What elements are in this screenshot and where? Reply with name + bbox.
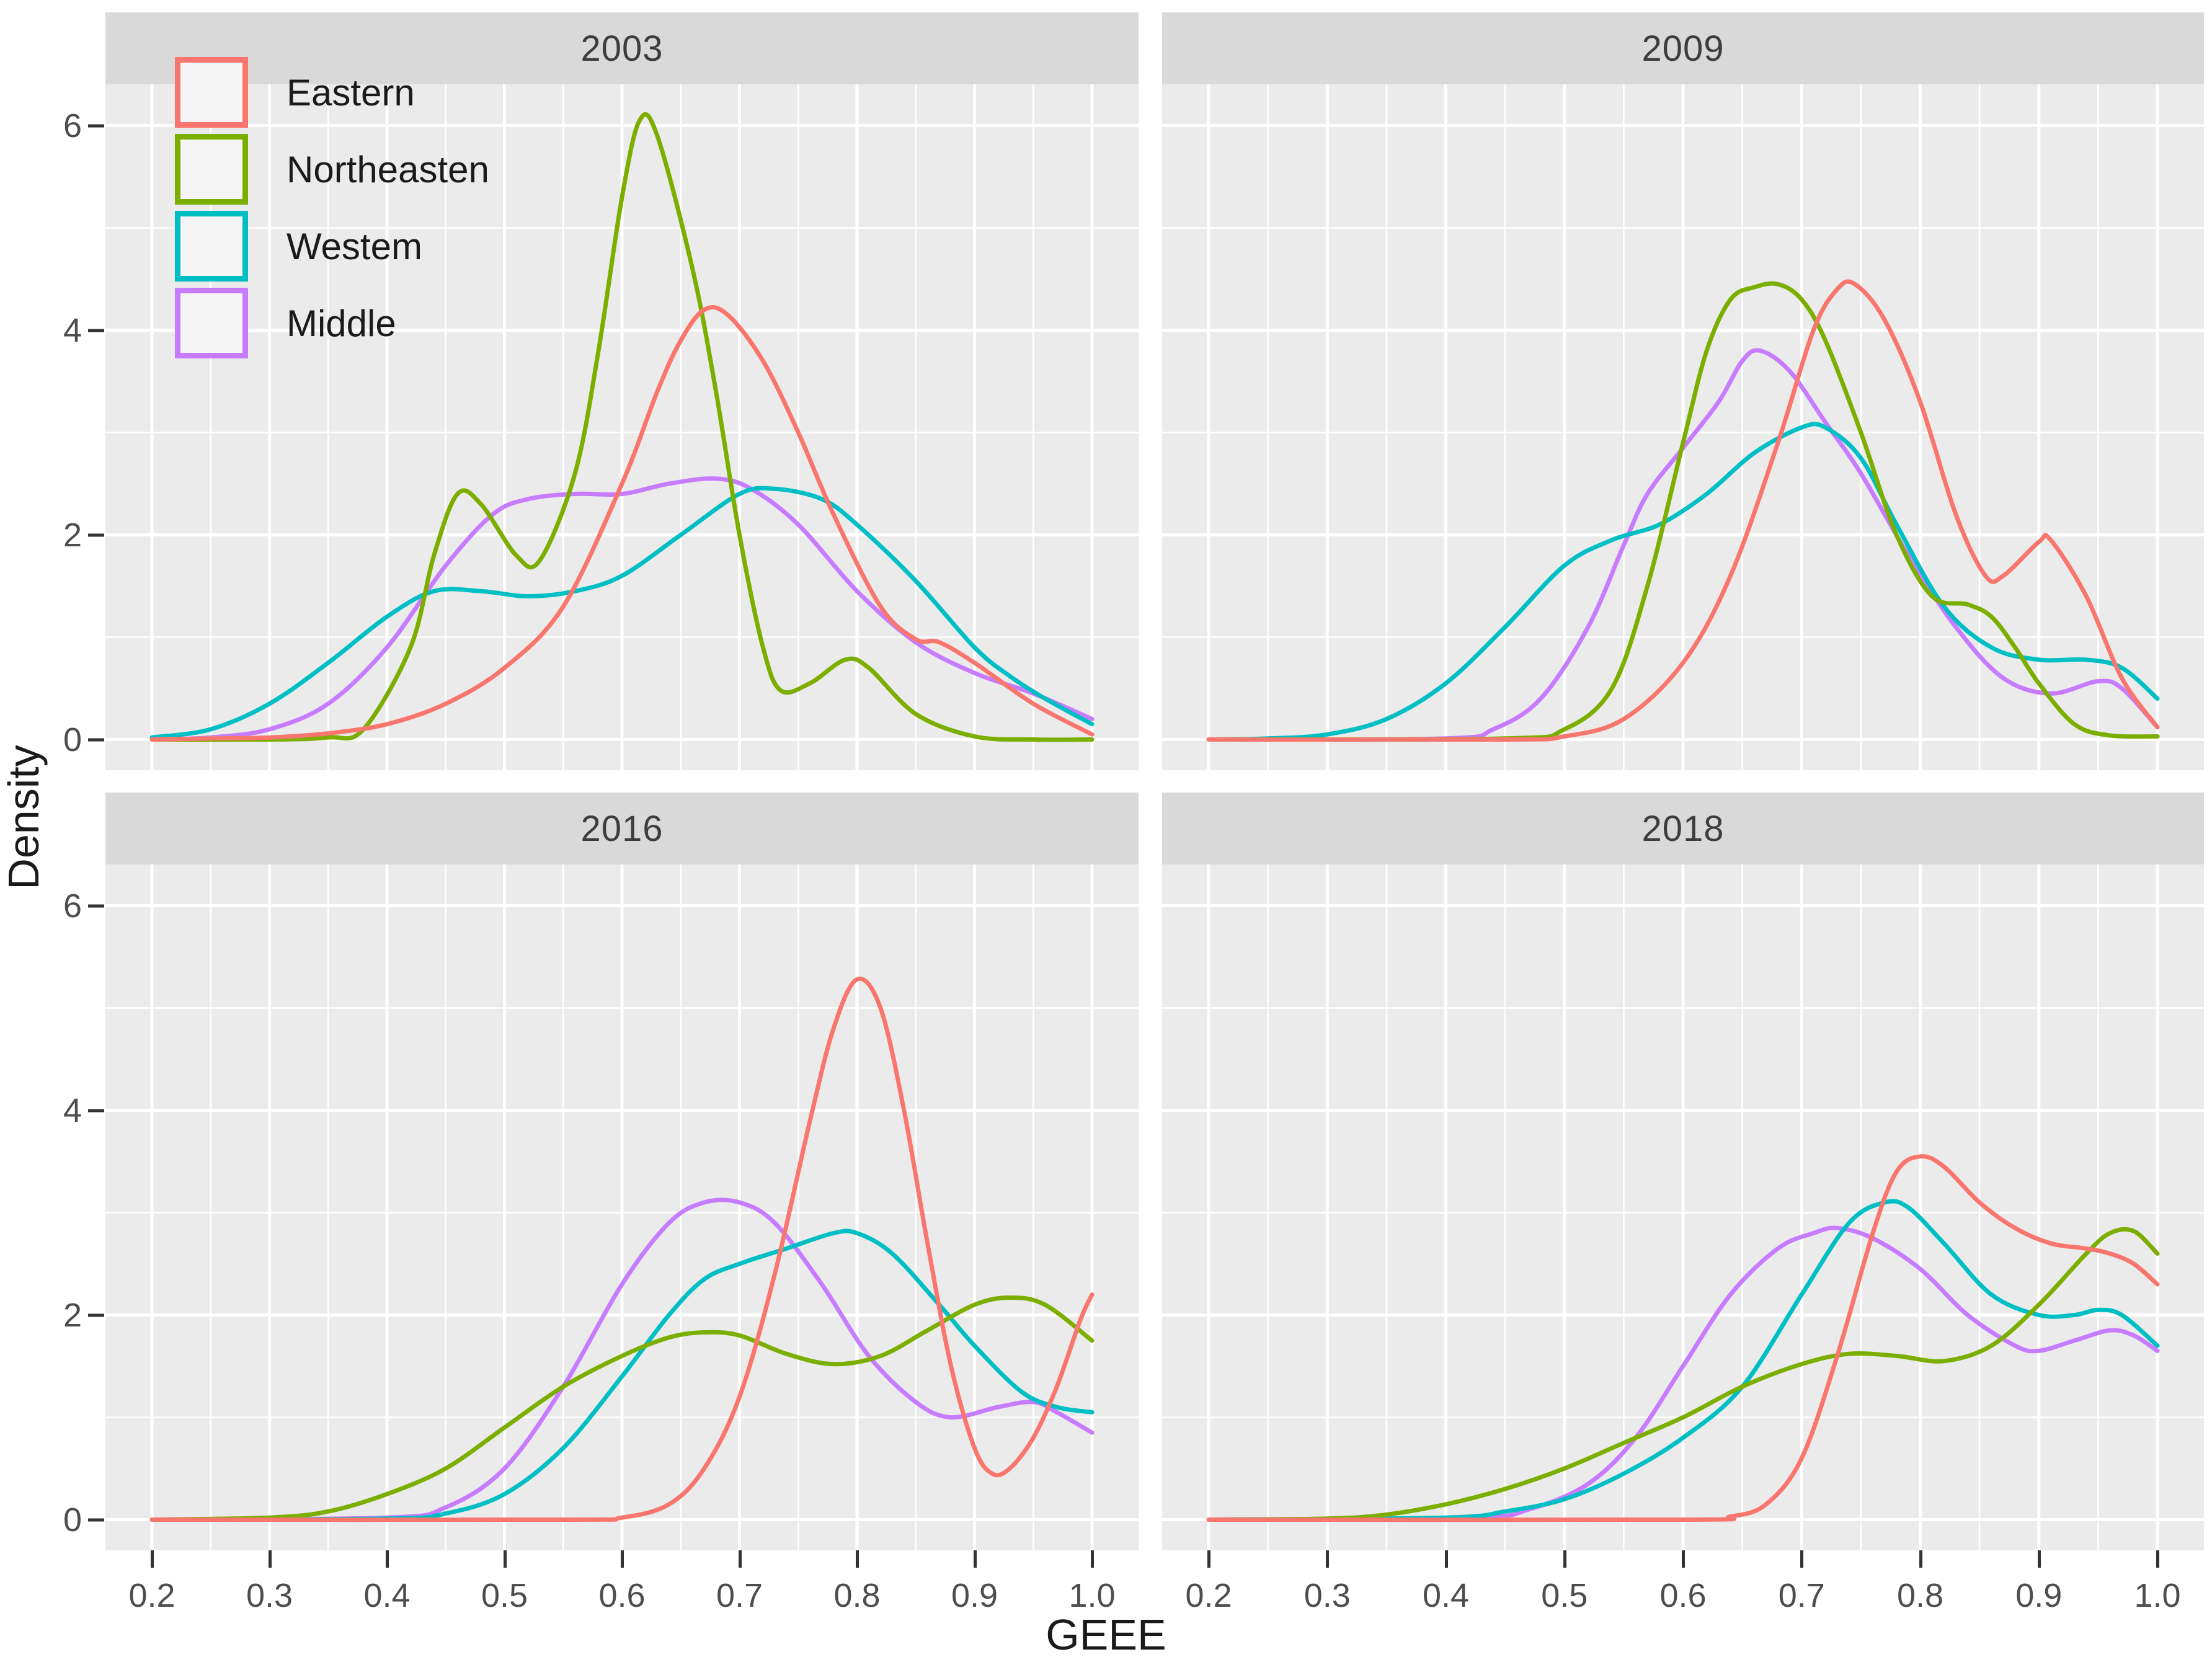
legend-key-western-swatch (175, 211, 248, 282)
legend-item-middle: Middle (175, 288, 396, 358)
facet-title: 2003 (580, 28, 664, 69)
x-tick-mark (1326, 1550, 1330, 1568)
x-tick-mark (1919, 1550, 1922, 1568)
density-curve-eastern (149, 304, 1095, 742)
panel-plot-svg (1162, 84, 2204, 770)
y-tick-mark (88, 1109, 104, 1112)
y-tick-mark (88, 904, 104, 907)
density-curve-middle (149, 1197, 1095, 1522)
legend-item-western: Westem (175, 211, 422, 282)
density-curve-westem (1206, 1199, 2160, 1522)
x-tick-label: 0.4 (363, 1577, 411, 1614)
facet-strip-2003: 2003 (105, 12, 1139, 84)
panel-2018 (1162, 864, 2204, 1550)
x-tick-mark (738, 1550, 742, 1568)
legend-key-eastern-swatch (175, 57, 248, 128)
density-curve-northeasten (149, 1295, 1095, 1522)
x-tick-mark (386, 1550, 389, 1568)
panel-plot-svg (105, 84, 1139, 770)
x-tick-mark (151, 1550, 154, 1568)
y-tick-label: 2 (63, 516, 82, 554)
x-tick-label: 0.6 (598, 1577, 646, 1614)
facet-strip-2018: 2018 (1162, 793, 2204, 864)
panel-plot-svg (1162, 864, 2204, 1550)
x-tick-mark (2156, 1550, 2159, 1568)
x-tick-mark (268, 1550, 272, 1568)
density-curve-middle (149, 476, 1095, 742)
y-tick-label: 4 (63, 311, 82, 349)
x-tick-label: 0.2 (1185, 1577, 1232, 1614)
x-tick-label: 0.3 (246, 1577, 293, 1614)
panel-2003 (105, 84, 1139, 770)
y-tick-mark (88, 1313, 104, 1317)
facet-title: 2018 (1641, 808, 1725, 849)
x-tick-mark (621, 1550, 624, 1568)
density-curve-westem (1206, 422, 2160, 742)
x-tick-mark (2037, 1550, 2041, 1568)
density-curve-westem (149, 486, 1095, 740)
x-tick-label: 0.2 (128, 1577, 175, 1614)
legend-label: Northeasten (286, 148, 489, 190)
legend-item-eastern: Eastern (175, 57, 415, 128)
panel-2016 (105, 864, 1139, 1550)
x-tick-mark (503, 1550, 507, 1568)
x-tick-label: 1.0 (2134, 1577, 2181, 1614)
x-tick-mark (856, 1550, 859, 1568)
panel-2009 (1162, 84, 2204, 770)
x-tick-label: 0.7 (1778, 1577, 1825, 1614)
density-curve-northeasten (1206, 1227, 2160, 1522)
y-tick-label: 6 (63, 107, 82, 144)
legend-label: Westem (286, 225, 422, 267)
x-tick-label: 0.9 (2015, 1577, 2063, 1614)
x-tick-label: 0.5 (1541, 1577, 1588, 1614)
x-tick-label: 0.7 (716, 1577, 763, 1614)
y-tick-mark (88, 124, 104, 127)
facet-strip-2016: 2016 (105, 793, 1139, 864)
x-tick-label: 0.8 (1896, 1577, 1944, 1614)
y-tick-label: 0 (63, 721, 82, 758)
x-tick-label: 0.6 (1659, 1577, 1707, 1614)
facet-title: 2009 (1641, 28, 1725, 69)
x-tick-label: 0.3 (1304, 1577, 1351, 1614)
legend-key-middle-swatch (175, 288, 248, 358)
x-tick-mark (1091, 1550, 1094, 1568)
y-tick-label: 4 (63, 1091, 82, 1129)
x-tick-mark (1207, 1550, 1210, 1568)
legend-key-northeasten-swatch (175, 134, 248, 205)
x-tick-label: 0.8 (833, 1577, 881, 1614)
x-axis-title: GEEE (1046, 1610, 1166, 1657)
density-curve-eastern (1206, 279, 2160, 742)
x-tick-label: 1.0 (1068, 1577, 1116, 1614)
y-tick-mark (88, 329, 104, 332)
x-tick-mark (1444, 1550, 1448, 1568)
y-tick-mark (88, 1518, 104, 1521)
y-tick-mark (88, 533, 104, 536)
density-curve-eastern (149, 976, 1095, 1522)
x-tick-label: 0.5 (481, 1577, 528, 1614)
y-tick-label: 2 (63, 1296, 82, 1334)
y-tick-label: 6 (63, 887, 82, 925)
density-curve-northeasten (1206, 281, 2160, 742)
density-curve-westem (149, 1228, 1095, 1522)
x-tick-mark (973, 1550, 977, 1568)
x-tick-mark (1800, 1550, 1804, 1568)
x-tick-label: 0.4 (1422, 1577, 1470, 1614)
legend-item-northeasten: Northeasten (175, 134, 489, 205)
x-tick-mark (1563, 1550, 1566, 1568)
x-tick-label: 0.9 (951, 1577, 998, 1614)
legend-label: Eastern (286, 71, 415, 113)
panel-plot-svg (105, 864, 1139, 1550)
density-curve-northeasten (149, 112, 1095, 742)
x-tick-mark (1682, 1550, 1685, 1568)
density-curve-middle (1206, 348, 2160, 742)
density-curve-eastern (1206, 1154, 2160, 1522)
facet-title: 2016 (580, 808, 664, 849)
y-tick-mark (88, 738, 104, 741)
facet-strip-2009: 2009 (1162, 12, 2204, 84)
y-tick-label: 0 (63, 1501, 82, 1539)
legend-label: Middle (286, 302, 396, 344)
y-axis-title: Density (0, 745, 48, 890)
